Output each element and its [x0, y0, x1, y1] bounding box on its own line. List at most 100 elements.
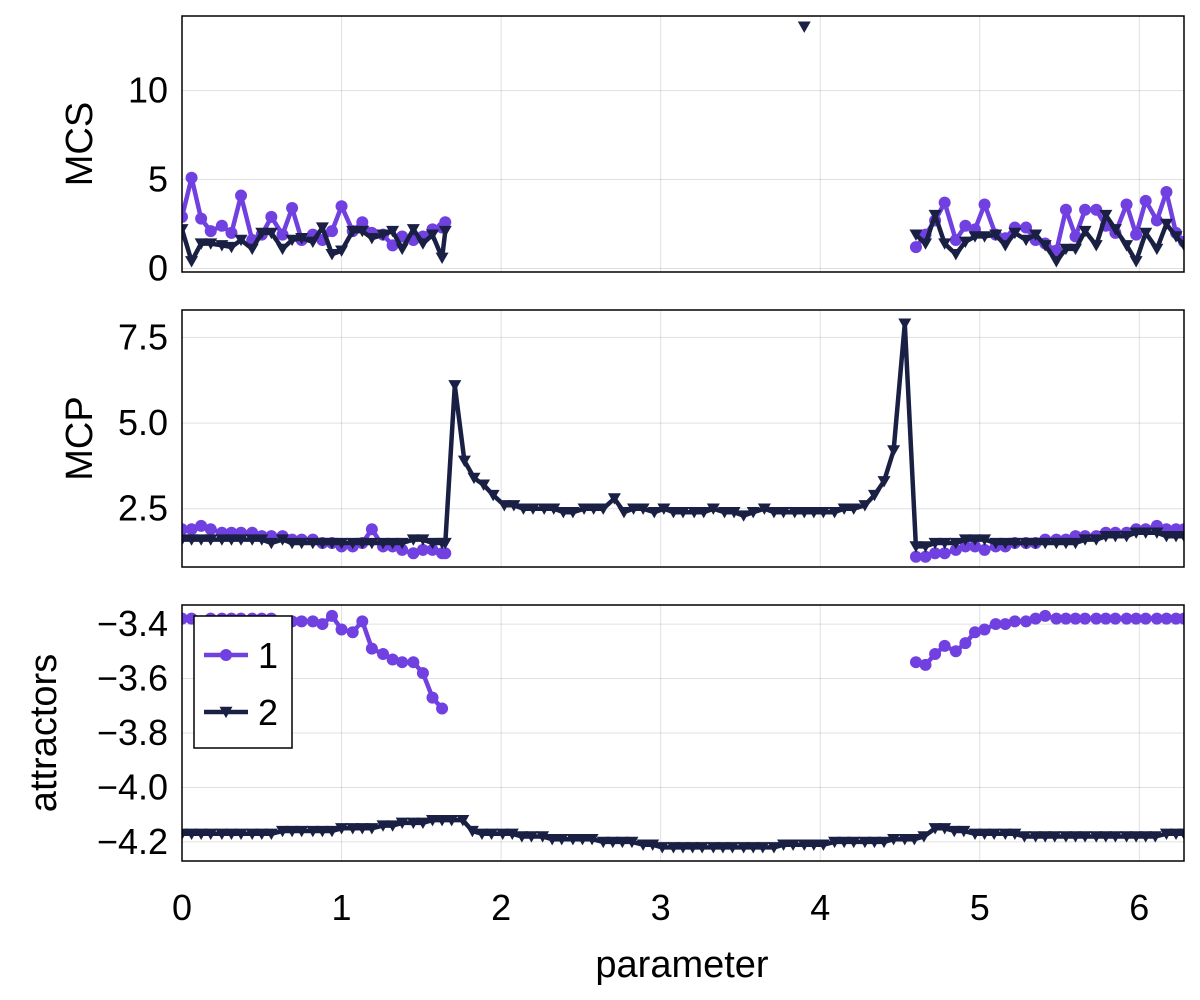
series-1-point	[416, 667, 429, 680]
series-2-point	[485, 828, 499, 840]
series-1-point	[938, 196, 951, 209]
series-2-point	[647, 506, 661, 519]
series-1-point	[265, 210, 278, 223]
series-2-point	[1169, 231, 1183, 243]
series-1-point	[195, 212, 208, 225]
series-2-point	[1159, 828, 1173, 840]
series-2-point	[255, 227, 269, 240]
series-2-point	[335, 537, 349, 550]
series-2-point	[194, 238, 208, 250]
series-2-point	[737, 510, 751, 522]
series-2-line	[914, 212, 1184, 264]
panel-mcp: 2.5 5.0 7.5 MCP	[59, 309, 1185, 568]
series-2-point	[807, 506, 821, 519]
series-2-point	[435, 252, 449, 264]
series-2-point	[204, 828, 218, 840]
series-2-point	[1069, 537, 1083, 550]
series-2-point	[807, 839, 821, 851]
series-1-point	[1059, 203, 1072, 216]
series-2-point	[898, 318, 912, 330]
panel-attractors: −3.4 −3.6 −3.8 −4.0 −4.2 attractors	[23, 603, 1185, 862]
series-2-point	[1139, 831, 1153, 843]
series-2-point	[949, 249, 963, 261]
series-2-point	[877, 836, 891, 849]
legend-label-2: 2	[258, 692, 278, 733]
series-2-point	[182, 224, 189, 236]
series-2-point	[907, 834, 921, 846]
series-2-point	[516, 503, 530, 515]
plot-frame	[181, 15, 1185, 273]
series-2-point	[435, 814, 449, 827]
series-1-point	[276, 228, 289, 241]
series-2-point	[657, 503, 671, 515]
series-2-point	[575, 834, 589, 846]
series-2-point	[958, 236, 972, 248]
series-2-point	[185, 828, 199, 840]
series-1-point	[1020, 615, 1033, 628]
series-1-point	[306, 615, 319, 628]
y-axis-title: attractors	[23, 654, 65, 812]
series-1-point	[396, 543, 409, 556]
series-2-point	[264, 227, 278, 240]
series-2-point	[727, 506, 741, 519]
series-2-point	[877, 476, 891, 488]
series-1-point	[1050, 612, 1063, 625]
series-2-point	[607, 493, 621, 505]
series-2-point	[1120, 831, 1134, 843]
series-1-point	[356, 615, 369, 628]
series-2-point	[978, 231, 992, 243]
series-2-point	[1159, 218, 1173, 231]
series-2-point	[968, 231, 982, 243]
series-2-point	[426, 229, 439, 241]
series-1-point	[335, 623, 348, 636]
series-2-point	[636, 503, 650, 515]
series-2-point	[837, 503, 851, 515]
series-2-point	[587, 503, 601, 515]
series-2-point	[255, 828, 269, 840]
series-2-point	[797, 506, 811, 519]
series-2-point	[1038, 240, 1052, 252]
series-1-line	[914, 189, 1184, 253]
series-2-point	[1108, 831, 1122, 843]
series-2-point	[666, 842, 680, 854]
plot-area-attractors	[182, 609, 1184, 854]
series-1-point	[407, 656, 420, 669]
series-1-point	[407, 547, 420, 560]
series-2-point	[1017, 831, 1031, 843]
series-2-point	[1177, 530, 1184, 543]
series-2-point	[1019, 234, 1033, 247]
series-2-point	[346, 225, 360, 238]
series-2-point	[376, 820, 390, 832]
series-2-point	[816, 506, 830, 519]
series-2-point	[445, 814, 459, 827]
series-2-point	[245, 534, 259, 546]
series-2-point	[416, 817, 430, 830]
series-2-point	[767, 842, 781, 854]
series-1-point	[215, 219, 228, 232]
series-2-point	[285, 537, 299, 550]
series-2-point	[596, 836, 610, 849]
series-2-point	[1177, 828, 1184, 840]
series-1-point	[1139, 612, 1152, 625]
series-1-point	[1150, 612, 1163, 625]
series-2-point	[909, 541, 923, 553]
series-2-point	[507, 500, 521, 512]
series-2-point	[1038, 537, 1052, 550]
y-axis-title: MCS	[59, 102, 101, 186]
plot-frame	[181, 309, 1185, 568]
series-1-point	[1160, 186, 1173, 198]
series-2-point	[1129, 256, 1143, 268]
series-2-point	[537, 503, 551, 515]
series-1-point	[968, 540, 981, 553]
y-tick-label: −4.2	[97, 821, 168, 862]
series-2-point	[315, 825, 329, 838]
series-1-point	[295, 615, 308, 628]
series-1-point	[396, 656, 409, 669]
series-2-point	[515, 831, 529, 843]
series-2-point	[625, 836, 639, 849]
series-2-point	[989, 537, 1003, 550]
series-1-point	[225, 226, 238, 239]
x-tick-label: 3	[651, 887, 671, 928]
series-2-point	[194, 828, 208, 840]
series-2-point	[717, 506, 731, 519]
